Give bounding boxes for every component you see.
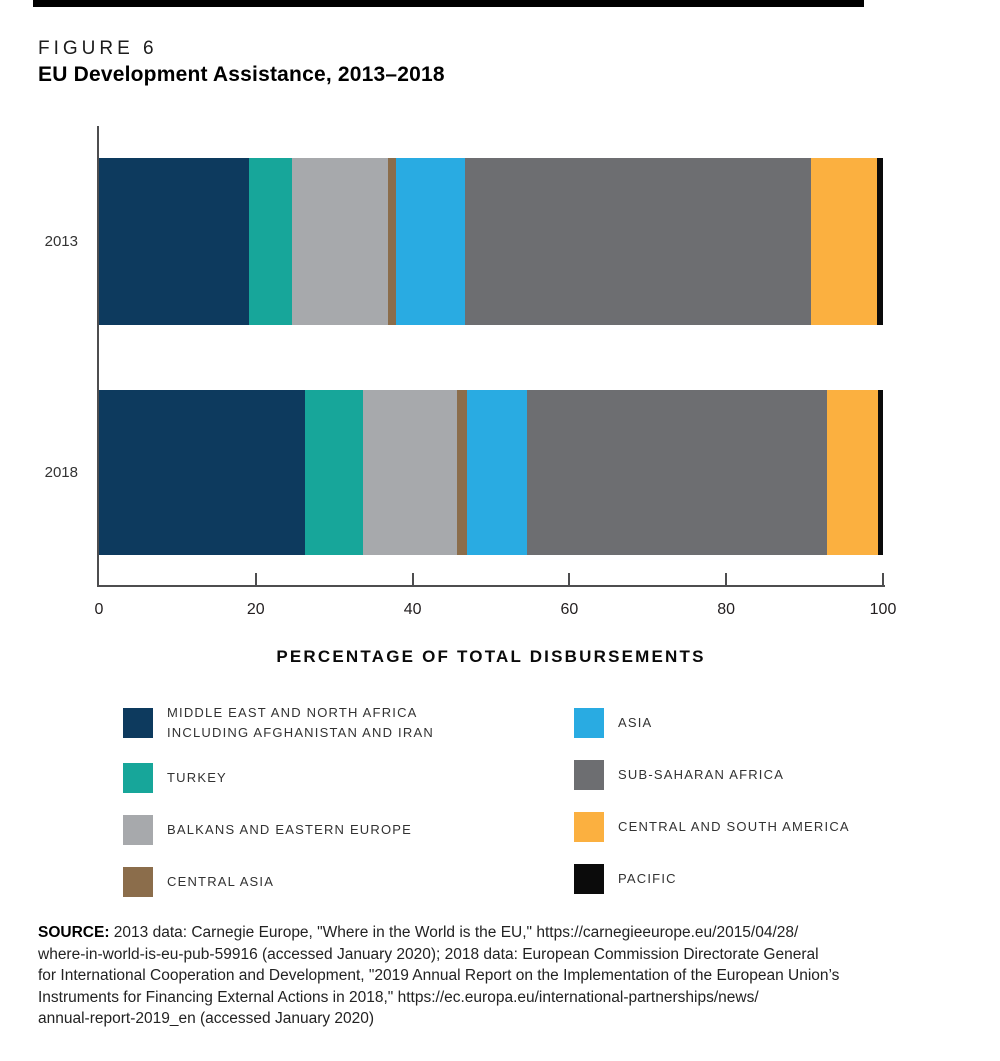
bar-segment bbox=[99, 158, 249, 325]
source-text: 2013 data: Carnegie Europe, "Where in th… bbox=[38, 924, 840, 1028]
bar-segment bbox=[99, 390, 306, 555]
figure-title: EU Development Assistance, 2013–2018 bbox=[38, 63, 445, 86]
bar-2013 bbox=[99, 158, 883, 325]
legend-swatch bbox=[574, 760, 604, 790]
source-note: SOURCE: 2013 data: Carnegie Europe, "Whe… bbox=[38, 922, 948, 1030]
legend-swatch bbox=[574, 812, 604, 842]
legend-label: TURKEY bbox=[167, 770, 227, 785]
x-axis-tick-label: 60 bbox=[560, 601, 579, 618]
bar-segment bbox=[466, 390, 528, 555]
x-axis-tick-mark bbox=[254, 573, 257, 585]
x-axis-tick-mark bbox=[725, 573, 728, 585]
source-label: SOURCE: bbox=[38, 924, 110, 941]
x-axis-tick-label: 20 bbox=[246, 601, 265, 618]
bar-segment bbox=[878, 390, 883, 555]
bar-segment bbox=[827, 390, 879, 555]
bar-segment bbox=[465, 158, 811, 325]
legend-label: PACIFIC bbox=[618, 871, 677, 886]
x-axis-tick-label: 100 bbox=[869, 601, 897, 618]
figure-number-label: FIGURE 6 bbox=[38, 38, 158, 59]
bar-2018 bbox=[99, 390, 883, 555]
legend-label: ASIA bbox=[618, 715, 653, 730]
legend-swatch bbox=[574, 864, 604, 894]
y-axis-category-label: 2013 bbox=[44, 232, 78, 250]
x-axis-tick-label: 0 bbox=[94, 601, 104, 618]
x-axis-tick-mark bbox=[411, 573, 414, 585]
legend-swatch bbox=[123, 763, 153, 793]
bar-segment bbox=[876, 158, 883, 325]
bar-segment bbox=[291, 158, 388, 325]
x-axis-title: PERCENTAGE OF TOTAL DISBURSEMENTS bbox=[276, 647, 706, 666]
legend-label: MIDDLE EAST AND NORTH AFRICA INCLUDING A… bbox=[167, 705, 434, 740]
bar-segment bbox=[363, 390, 458, 555]
x-axis-tick-mark bbox=[882, 573, 884, 585]
bar-segment bbox=[457, 390, 467, 555]
legend-swatch bbox=[574, 708, 604, 738]
legend-label: BALKANS AND EASTERN EUROPE bbox=[167, 822, 413, 837]
y-axis-category-label: 2018 bbox=[44, 463, 78, 481]
bar-segment bbox=[810, 158, 877, 325]
x-axis-tick-mark bbox=[568, 573, 571, 585]
legend-swatch bbox=[123, 815, 153, 845]
bar-segment bbox=[305, 390, 364, 555]
legend-label: CENTRAL ASIA bbox=[167, 874, 275, 889]
bar-segment bbox=[527, 390, 828, 555]
bar-segment bbox=[396, 158, 466, 325]
bar-segment bbox=[248, 158, 292, 325]
y-axis-line bbox=[97, 126, 99, 586]
legend-swatch bbox=[123, 708, 153, 738]
legend-label: SUB-SAHARAN AFRICA bbox=[618, 767, 785, 782]
legend-label: CENTRAL AND SOUTH AMERICA bbox=[618, 819, 850, 834]
legend-swatch bbox=[123, 867, 153, 897]
top-rule bbox=[33, 0, 864, 7]
x-axis-tick-label: 40 bbox=[403, 601, 422, 618]
bar-segment bbox=[387, 158, 397, 325]
x-axis-line bbox=[97, 585, 885, 587]
x-axis-tick-label: 80 bbox=[717, 601, 736, 618]
